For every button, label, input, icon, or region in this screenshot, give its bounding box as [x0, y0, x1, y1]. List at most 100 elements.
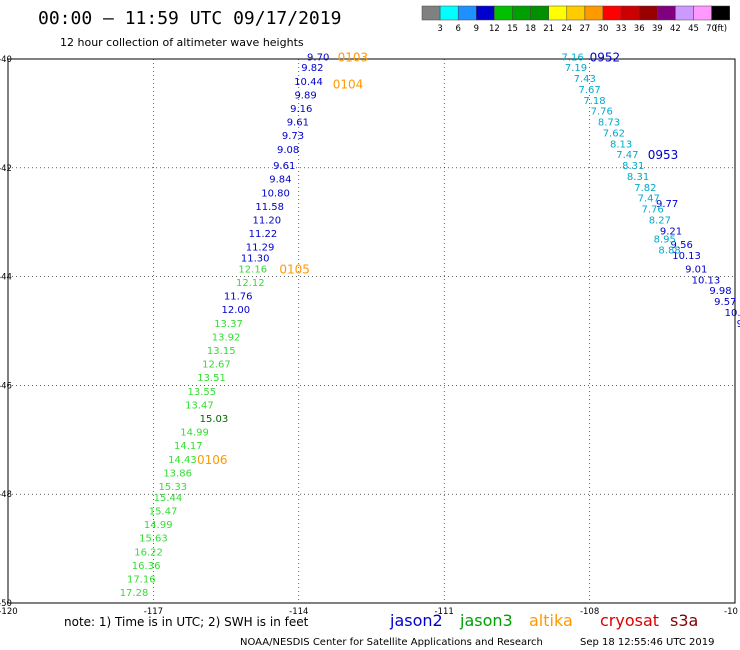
data-point-value: 9.70 [307, 52, 329, 63]
data-point-value: 14.43 [168, 455, 197, 466]
time-label: 0104 [333, 77, 364, 91]
grid-lines [8, 59, 735, 603]
credit-text: NOAA/NESDIS Center for Satellite Applica… [240, 637, 543, 648]
colorbar-swatch [657, 5, 676, 21]
data-point-value: 11.29 [246, 243, 275, 254]
data-point-value: 10.13 [672, 251, 701, 262]
data-point-value: 9.01 [685, 264, 707, 275]
data-point-value: 14.99 [144, 520, 173, 531]
colorbar-swatch [711, 5, 730, 21]
colorbar-label: 33 [616, 24, 627, 34]
plot-area: -120 -117 -114 -111 -108 -10 -40 -42 -44 -46 -48 -5… [0, 50, 740, 617]
data-point-value: 12.67 [202, 360, 231, 371]
colorbar-swatch [693, 5, 712, 21]
data-point-value: 9.82 [301, 63, 323, 74]
legend-altika: altika [529, 611, 573, 630]
colorbar-label: 36 [634, 24, 645, 34]
data-point-value: 10. [725, 308, 740, 319]
colorbar-label: 15 [507, 24, 518, 34]
data-point-value: 13.51 [197, 373, 226, 384]
data-point-value: 7.76 [591, 107, 613, 118]
data-point-value: 7.62 [603, 128, 625, 139]
colorbar-label: 39 [652, 24, 663, 34]
colorbar-swatch [584, 5, 604, 21]
data-point-value: 8.73 [598, 118, 620, 129]
y-tick-label: -40 [0, 55, 12, 65]
axis-ticks: -120 -117 -114 -111 -108 -10 -40 -42 -44 -46 -48 -5… [0, 55, 738, 617]
colorbar-label: 42 [670, 24, 681, 34]
data-point-value: 7.76 [641, 205, 663, 216]
colorbar-label: 45 [688, 24, 699, 34]
colorbar-label: 30 [598, 24, 609, 34]
colorbar-label: 24 [561, 24, 572, 34]
data-point-value: 9.16 [290, 104, 312, 115]
data-point-value: 7.47 [616, 150, 638, 161]
data-point-value: 9 [737, 319, 740, 330]
data-point-value: 17.16 [127, 575, 156, 586]
colorbar-label: 6 [455, 24, 460, 34]
colorbar-swatch [421, 5, 441, 21]
time-label: 0952 [590, 50, 621, 64]
data-point-value: 10.44 [294, 77, 323, 88]
timestamp-text: Sep 18 12:55:46 UTC 2019 [580, 637, 714, 648]
data-point-value: 9.56 [671, 240, 693, 251]
colorbar-label: (ft) [714, 24, 727, 34]
data-point-value: 8.27 [649, 215, 671, 226]
y-tick-label: -44 [0, 273, 12, 283]
data-point-value: 10.80 [261, 188, 290, 199]
time-label: 0106 [197, 453, 228, 467]
colorbar-swatch [566, 5, 586, 21]
x-tick-label: -114 [289, 607, 308, 617]
footer-note: note: 1) Time is in UTC; 2) SWH is in fe… [64, 615, 309, 629]
data-point-value: 16.22 [134, 547, 163, 558]
data-point-value: 13.92 [212, 332, 241, 343]
legend-cryosat: cryosat [600, 611, 659, 630]
data-point-value: 15.33 [158, 482, 187, 493]
data-point-value: 9.89 [294, 90, 316, 101]
x-tick-label: -120 [0, 607, 18, 617]
colorbar-swatch [530, 5, 549, 21]
colorbar-swatch [439, 5, 459, 21]
colorbar-swatch [512, 5, 531, 21]
time-labels: 0103 0104 0105 0106 0952 0953 [197, 50, 678, 467]
data-point-value: 12.12 [236, 278, 265, 289]
satellite-legend: jason2 jason3 altika cryosat s3a [389, 611, 698, 630]
colorbar-swatch [638, 5, 658, 21]
data-point-value: 9.84 [269, 175, 291, 186]
data-point-value: 16.36 [132, 561, 161, 572]
y-tick-label: -42 [0, 164, 12, 174]
colorbar-label: 70 [706, 24, 717, 34]
data-point-value: 7.19 [565, 63, 587, 74]
data-point-value: 13.86 [163, 468, 192, 479]
data-point-value: 11.76 [224, 292, 253, 303]
data-point-value: 11.30 [241, 254, 270, 265]
data-point-value: 7.43 [574, 74, 596, 85]
time-label: 0105 [279, 262, 310, 276]
legend-jason2: jason2 [389, 611, 443, 630]
y-tick-label: -48 [0, 490, 12, 500]
x-tick-label: -10 [724, 607, 738, 617]
data-point-value: 7.16 [562, 52, 584, 63]
chart-title: 00:00 — 11:59 UTC 09/17/2019 [38, 8, 341, 29]
data-point-value: 10.13 [692, 275, 721, 286]
data-point-value: 8.95 [654, 235, 676, 246]
data-point-value: 15.63 [139, 534, 168, 545]
colorbar-label: 9 [474, 24, 479, 34]
colorbar-swatch [675, 5, 694, 21]
data-point-value: 9.61 [287, 118, 309, 129]
colorbar-label: 18 [525, 24, 536, 34]
data-point-value: 8.31 [627, 172, 649, 183]
colorbar-swatch [457, 5, 477, 21]
data-point-value: 15.03 [200, 414, 229, 425]
y-tick-label: -50 [0, 599, 12, 609]
data-point-value: 14.99 [180, 428, 209, 439]
data-point-value: 13.15 [207, 346, 236, 357]
data-point-value: 17.28 [120, 588, 149, 599]
time-label: 0103 [338, 50, 369, 64]
data-point-value: 8.88 [658, 245, 680, 256]
time-label: 0953 [648, 148, 679, 162]
data-point-value: 9.77 [656, 199, 678, 210]
data-points: 9.709.82 10.44 9.89 9.16 9.61 9.73 9.08 9.61 9.8… [120, 52, 740, 599]
data-point-value: 7.67 [578, 85, 600, 96]
